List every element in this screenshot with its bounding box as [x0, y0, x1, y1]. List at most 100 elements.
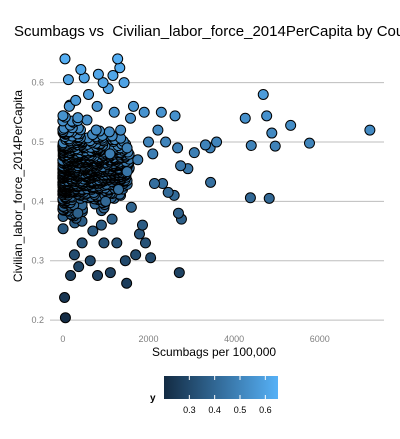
x-tick-label: 0	[60, 334, 65, 344]
data-point	[87, 225, 99, 237]
data-point	[266, 127, 278, 139]
data-point	[118, 77, 130, 89]
x-axis-label: Scumbags per 100,000	[152, 345, 276, 359]
y-tick-label: 0.2	[31, 315, 44, 325]
data-point	[364, 124, 376, 136]
data-point	[125, 112, 137, 124]
data-point	[211, 136, 223, 148]
y-tick-label: 0.4	[31, 196, 44, 206]
data-point	[173, 267, 185, 279]
data-point	[72, 207, 84, 219]
data-point	[172, 142, 184, 154]
data-point	[263, 192, 275, 204]
data-point	[65, 270, 77, 282]
x-tick-label: 4000	[224, 334, 244, 344]
data-point	[115, 124, 127, 136]
y-axis-ticks: 0.2 0.3 0.4 0.5 0.6	[31, 78, 44, 325]
data-point	[128, 100, 139, 112]
data-point	[130, 249, 142, 261]
data-point	[68, 249, 80, 261]
data-point	[148, 178, 160, 190]
data-point	[90, 124, 102, 136]
data-point	[76, 237, 88, 249]
color-legend: y 0.3 0.4 0.5 0.6	[150, 376, 278, 415]
chart-title: Scumbags vs Civilian_labor_force_2014Per…	[14, 23, 400, 40]
data-point	[136, 219, 148, 231]
data-point	[145, 252, 157, 264]
data-point	[132, 154, 144, 166]
data-point	[169, 110, 181, 122]
data-point	[73, 261, 85, 273]
data-point	[91, 100, 103, 112]
data-points	[57, 53, 376, 324]
data-point	[138, 106, 150, 118]
data-point	[257, 88, 269, 100]
data-point	[84, 255, 96, 267]
data-point	[111, 237, 123, 249]
data-point	[239, 112, 251, 124]
data-point	[70, 94, 82, 106]
data-point	[269, 140, 281, 152]
data-point	[199, 139, 211, 151]
legend-tick-label: 0.6	[259, 405, 272, 415]
data-point	[98, 237, 110, 249]
data-point	[303, 137, 315, 149]
data-point	[245, 140, 257, 152]
data-point	[95, 219, 107, 231]
data-point	[104, 148, 116, 160]
data-point	[59, 292, 71, 304]
data-point	[188, 147, 200, 159]
data-point	[97, 77, 109, 89]
data-point	[57, 110, 69, 122]
data-point	[147, 148, 159, 160]
data-point	[112, 53, 124, 65]
x-axis-ticks: 0 2000 4000 6000	[60, 334, 329, 344]
data-point	[261, 110, 273, 122]
data-point	[160, 136, 172, 148]
data-point	[125, 201, 137, 213]
data-point	[121, 166, 133, 178]
data-point	[172, 207, 184, 219]
data-point	[83, 88, 95, 100]
data-point	[72, 112, 84, 124]
data-point	[59, 53, 71, 65]
data-point	[62, 74, 74, 86]
data-point	[104, 267, 116, 279]
data-point	[244, 192, 256, 204]
data-point	[114, 62, 126, 74]
legend-tick-label: 0.4	[208, 405, 221, 415]
data-point	[162, 186, 174, 198]
y-tick-label: 0.5	[31, 137, 44, 147]
data-point	[142, 136, 154, 148]
data-point	[57, 223, 69, 235]
x-tick-label: 6000	[310, 334, 330, 344]
data-point	[139, 237, 151, 249]
data-point	[100, 195, 112, 207]
data-point	[107, 69, 119, 81]
data-point	[285, 119, 297, 131]
legend-colorbar	[164, 376, 278, 399]
data-point	[113, 183, 125, 195]
data-point	[121, 277, 133, 289]
data-point	[92, 68, 104, 80]
data-point	[175, 160, 187, 172]
data-point	[81, 114, 93, 126]
y-tick-label: 0.3	[31, 256, 44, 266]
data-point	[119, 255, 131, 267]
y-axis-label: Civilian_labor_force_2014PerCapita	[11, 90, 25, 282]
legend-tick-label: 0.5	[234, 405, 247, 415]
x-tick-label: 2000	[138, 334, 158, 344]
data-point	[121, 142, 133, 154]
y-tick-label: 0.6	[31, 78, 44, 88]
data-point	[205, 176, 217, 188]
data-point	[106, 213, 118, 225]
data-point	[108, 106, 120, 118]
data-point	[155, 106, 167, 118]
data-point	[59, 312, 71, 324]
data-point	[103, 126, 115, 138]
legend-title: y	[150, 393, 156, 404]
data-point	[75, 64, 87, 76]
legend-tick-label: 0.3	[183, 405, 196, 415]
data-point	[152, 124, 164, 136]
